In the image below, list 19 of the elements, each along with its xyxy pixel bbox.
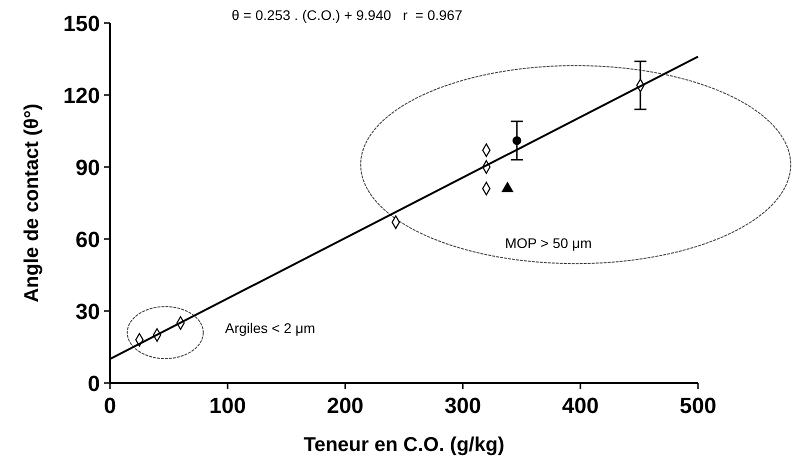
y-tick-label: 60 [76, 227, 100, 252]
annotation: MOP > 50 μm [505, 235, 592, 251]
x-tick-label: 400 [562, 393, 599, 418]
y-tick-label: 0 [88, 371, 100, 396]
x-axis-title: Teneur en C.O. (g/kg) [304, 434, 504, 456]
x-tick-label: 200 [326, 393, 364, 418]
x-tick-label: 0 [104, 393, 116, 418]
x-tick-label: 100 [209, 393, 246, 418]
x-tick-label: 500 [680, 393, 716, 418]
y-tick-label: 30 [76, 299, 100, 324]
x-tick-label: 300 [444, 393, 482, 418]
y-tick-label: 150 [63, 11, 100, 36]
point [512, 136, 522, 145]
y-tick-label: 120 [63, 83, 100, 108]
point [502, 182, 514, 192]
y-axis-title: Angle de contact (θ°) [21, 104, 43, 302]
annotation: Argiles < 2 μm [225, 320, 316, 336]
y-tick-label: 90 [76, 155, 100, 180]
annotation: θ = 0.253 . (C.O.) + 9.940 r = 0.967 [232, 7, 463, 23]
